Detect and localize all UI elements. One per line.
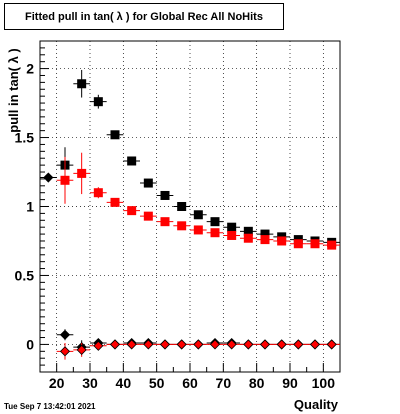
data-point-square — [227, 230, 237, 240]
data-point-square — [77, 79, 87, 89]
data-point-square — [143, 178, 153, 188]
data-point-square — [177, 202, 187, 211]
data-point-diamond — [309, 339, 321, 350]
data-point-square — [310, 239, 320, 249]
x-tick-label: 30 — [82, 375, 98, 391]
data-point-square — [327, 240, 337, 250]
y-tick-label: 1.5 — [15, 130, 35, 146]
data-point-diamond — [226, 339, 237, 350]
data-point-square — [260, 235, 270, 245]
data-point-square — [277, 236, 287, 246]
data-point-square — [60, 175, 70, 185]
data-point-diamond — [109, 339, 121, 350]
data-point-square — [127, 206, 137, 216]
data-point-square — [110, 197, 120, 207]
data-point-square — [93, 97, 103, 107]
data-point-square — [293, 239, 303, 249]
x-tick-label: 50 — [149, 375, 165, 391]
data-point-diamond — [143, 339, 154, 350]
data-point-diamond — [93, 340, 104, 351]
data-point-square — [177, 221, 187, 231]
data-point-square — [143, 211, 153, 221]
chart-title-box: Fitted pull in tan( λ ) for Global Rec A… — [4, 3, 284, 30]
data-point-square — [93, 188, 103, 198]
data-point-diamond — [209, 339, 221, 350]
data-point-square — [243, 233, 253, 243]
data-point-diamond — [176, 339, 187, 350]
data-point-square — [210, 228, 220, 238]
data-point-square — [227, 222, 237, 232]
data-point-diamond — [293, 339, 304, 350]
y-tick-label: 2 — [26, 61, 34, 77]
data-point-square — [77, 168, 87, 178]
data-point-square — [210, 217, 220, 227]
x-tick-label: 100 — [312, 375, 336, 391]
data-point-square — [193, 225, 203, 235]
x-tick-label: 40 — [116, 375, 132, 391]
x-tick-label: 90 — [282, 375, 298, 391]
x-axis-label: Quality — [293, 397, 338, 412]
data-point-diamond — [43, 172, 54, 183]
data-point-diamond — [243, 339, 254, 350]
data-point-diamond — [76, 344, 87, 355]
x-tick-label: 20 — [49, 375, 65, 391]
y-axis-label: pull in tan( λ ) — [5, 47, 21, 133]
data-point-square — [127, 156, 137, 166]
data-point-diamond — [326, 339, 337, 350]
data-point-square — [243, 226, 253, 236]
data-point-diamond — [59, 329, 71, 340]
x-tick-label: 70 — [216, 375, 232, 391]
data-point-diamond — [259, 339, 271, 350]
data-point-diamond — [193, 339, 204, 350]
data-point-square — [193, 210, 203, 220]
chart-title: Fitted pull in tan( λ ) for Global Rec A… — [25, 10, 263, 23]
data-point-diamond — [276, 339, 287, 350]
y-axis-label-box: pull in tan( λ ) — [2, 40, 24, 140]
x-tick-label: 80 — [249, 375, 265, 391]
data-point-square — [110, 130, 120, 140]
y-tick-label: 1 — [26, 199, 34, 215]
data-point-square — [260, 229, 270, 239]
x-tick-label: 60 — [182, 375, 198, 391]
data-point-square — [160, 190, 170, 200]
data-point-diamond — [59, 346, 71, 357]
y-tick-label: 0 — [26, 336, 34, 352]
data-point-diamond — [159, 339, 171, 350]
data-point-square — [160, 217, 170, 227]
timestamp: Tue Sep 7 13:42:01 2021 — [4, 402, 96, 411]
y-tick-label: 0.5 — [15, 267, 35, 283]
data-point-diamond — [126, 339, 137, 350]
